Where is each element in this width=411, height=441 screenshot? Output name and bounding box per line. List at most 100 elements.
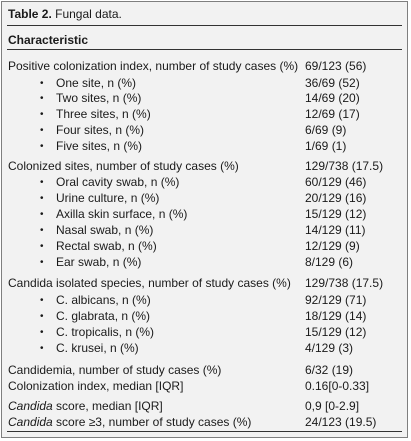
row-label-text: C. tropicalis, n (%) bbox=[56, 325, 155, 339]
sub-row: • Urine culture, n (%) 20/129 (16) bbox=[8, 191, 401, 206]
category-row: Candida score ≥3, number of study cases … bbox=[8, 415, 401, 430]
bullet: • bbox=[40, 343, 44, 354]
row-label: Axilla skin surface, n (%) bbox=[56, 207, 187, 222]
row-label: Four sites, n (%) bbox=[56, 123, 144, 138]
category-row: Positive colonization index, number of s… bbox=[8, 59, 401, 74]
sub-row: • Nasal swab, n (%) 14/129 (11) bbox=[8, 223, 401, 238]
sub-row: • Ear swab, n (%) 8/129 (6) bbox=[8, 255, 401, 270]
row-value: 60/129 (46) bbox=[305, 175, 367, 189]
row-label-text: Positive colonization index, number of s… bbox=[8, 59, 299, 73]
bullet: • bbox=[40, 78, 44, 89]
row-label: Ear swab, n (%) bbox=[56, 255, 141, 270]
row-label: C. tropicalis, n (%) bbox=[56, 325, 154, 340]
row-label-text: Two sites, n (%) bbox=[56, 91, 142, 105]
row-label: C. glabrata, n (%) bbox=[56, 309, 150, 324]
row-label: Candida score ≥3, number of study cases … bbox=[8, 415, 251, 430]
category-row: Candida isolated species, number of stud… bbox=[8, 276, 401, 291]
sub-row: • C. krusei, n (%) 4/129 (3) bbox=[8, 341, 401, 356]
row-value: 15/129 (12) bbox=[305, 325, 367, 339]
row-label: Candidemia, number of study cases (%) bbox=[8, 363, 221, 378]
row-value: 14/69 (20) bbox=[305, 91, 360, 105]
sub-row: • Five sites, n (%) 1/69 (1) bbox=[8, 139, 401, 154]
row-value: 4/129 (3) bbox=[305, 341, 354, 355]
sub-row: • Rectal swab, n (%) 12/129 (9) bbox=[8, 239, 401, 254]
row-label-text: score, median [IQR] bbox=[52, 399, 163, 413]
bullet: • bbox=[40, 295, 44, 306]
row-label-text: One site, n (%) bbox=[56, 76, 137, 90]
row-label: Rectal swab, n (%) bbox=[56, 239, 157, 254]
sub-row: • One site, n (%) 36/69 (52) bbox=[8, 76, 401, 91]
row-label-text: C. krusei, n (%) bbox=[56, 341, 139, 355]
row-label-text: Ear swab, n (%) bbox=[56, 255, 142, 269]
row-value: 24/123 (19.5) bbox=[305, 415, 377, 429]
row-label: Candida score, median [IQR] bbox=[8, 399, 163, 414]
row-value: 0,9 [0-2.9] bbox=[305, 399, 360, 413]
row-label: Five sites, n (%) bbox=[56, 139, 142, 154]
row-label: Candida isolated species, number of stud… bbox=[8, 276, 291, 291]
row-label: Two sites, n (%) bbox=[56, 91, 141, 106]
row-value: 15/129 (12) bbox=[305, 207, 367, 221]
row-value: 0.16[0-0.33] bbox=[305, 379, 370, 393]
caption-rule bbox=[7, 25, 402, 26]
row-label-text: Colonization index, median [IQR] bbox=[8, 379, 184, 393]
row-label-text: Four sites, n (%) bbox=[56, 123, 145, 137]
sub-row: • Three sites, n (%) 12/69 (17) bbox=[8, 107, 401, 122]
row-label: C. albicans, n (%) bbox=[56, 293, 151, 308]
bottom-rule bbox=[7, 431, 402, 432]
bullet: • bbox=[40, 257, 44, 268]
sub-row: • Oral cavity swab, n (%) 60/129 (46) bbox=[8, 175, 401, 190]
row-value: 36/69 (52) bbox=[305, 76, 360, 90]
sub-row: • Two sites, n (%) 14/69 (20) bbox=[8, 91, 401, 106]
row-label: Oral cavity swab, n (%) bbox=[56, 175, 179, 190]
sub-row: • C. tropicalis, n (%) 15/129 (12) bbox=[8, 325, 401, 340]
row-label-text: C. albicans, n (%) bbox=[56, 293, 151, 307]
sub-row: • Axilla skin surface, n (%) 15/129 (12) bbox=[8, 207, 401, 222]
category-row: Colonized sites, number of study cases (… bbox=[8, 159, 401, 174]
category-row: Candida score, median [IQR] 0,9 [0-2.9] bbox=[8, 399, 401, 414]
row-label-text: Three sites, n (%) bbox=[56, 107, 151, 121]
row-value: 129/738 (17.5) bbox=[305, 276, 384, 290]
category-row: Colonization index, median [IQR] 0.16[0-0… bbox=[8, 379, 401, 394]
row-label: Urine culture, n (%) bbox=[56, 191, 159, 206]
row-label-text: Nasal swab, n (%) bbox=[56, 223, 154, 237]
bullet: • bbox=[40, 209, 44, 220]
row-label-text: score ≥3, number of study cases (%) bbox=[52, 415, 252, 429]
row-value: 8/129 (6) bbox=[305, 255, 354, 269]
table-caption: Table 2. Fungal data. bbox=[8, 7, 122, 21]
bullet: • bbox=[40, 241, 44, 252]
row-value: 6/32 (19) bbox=[305, 363, 354, 377]
row-value: 12/129 (9) bbox=[305, 239, 360, 253]
row-label: Positive colonization index, number of s… bbox=[8, 59, 298, 74]
row-label-italic: Candida bbox=[8, 415, 53, 429]
row-value: 12/69 (17) bbox=[305, 107, 360, 121]
row-label-italic: Candida bbox=[8, 399, 53, 413]
row-label-text: Five sites, n (%) bbox=[56, 139, 143, 153]
row-label: One site, n (%) bbox=[56, 76, 136, 91]
caption-text: Fungal data. bbox=[51, 7, 122, 21]
caption-prefix: Table 2. bbox=[8, 7, 52, 21]
row-value: 129/738 (17.5) bbox=[305, 159, 384, 173]
bullet: • bbox=[40, 225, 44, 236]
sub-row: • C. albicans, n (%) 92/129 (71) bbox=[8, 293, 401, 308]
row-label: C. krusei, n (%) bbox=[56, 341, 139, 356]
row-label-text: Rectal swab, n (%) bbox=[56, 239, 157, 253]
row-label-text: Axilla skin surface, n (%) bbox=[56, 207, 188, 221]
category-row: Candidemia, number of study cases (%) 6/3… bbox=[8, 363, 401, 378]
column-header: Characteristic bbox=[8, 33, 89, 47]
header-rule bbox=[7, 49, 402, 50]
row-label-text: Colonized sites, number of study cases (… bbox=[8, 159, 239, 173]
row-value: 69/123 (56) bbox=[305, 59, 367, 73]
bullet: • bbox=[40, 177, 44, 188]
row-label-text: Candida isolated species, number of stud… bbox=[8, 276, 291, 290]
bullet: • bbox=[40, 311, 44, 322]
row-value: 18/129 (14) bbox=[305, 309, 367, 323]
bullet: • bbox=[40, 327, 44, 338]
row-label: Nasal swab, n (%) bbox=[56, 223, 153, 238]
row-value: 1/69 (1) bbox=[305, 139, 347, 153]
bullet: • bbox=[40, 141, 44, 152]
row-label-text: C. glabrata, n (%) bbox=[56, 309, 151, 323]
bullet: • bbox=[40, 193, 44, 204]
sub-row: • Four sites, n (%) 6/69 (9) bbox=[8, 123, 401, 138]
bullet: • bbox=[40, 93, 44, 104]
